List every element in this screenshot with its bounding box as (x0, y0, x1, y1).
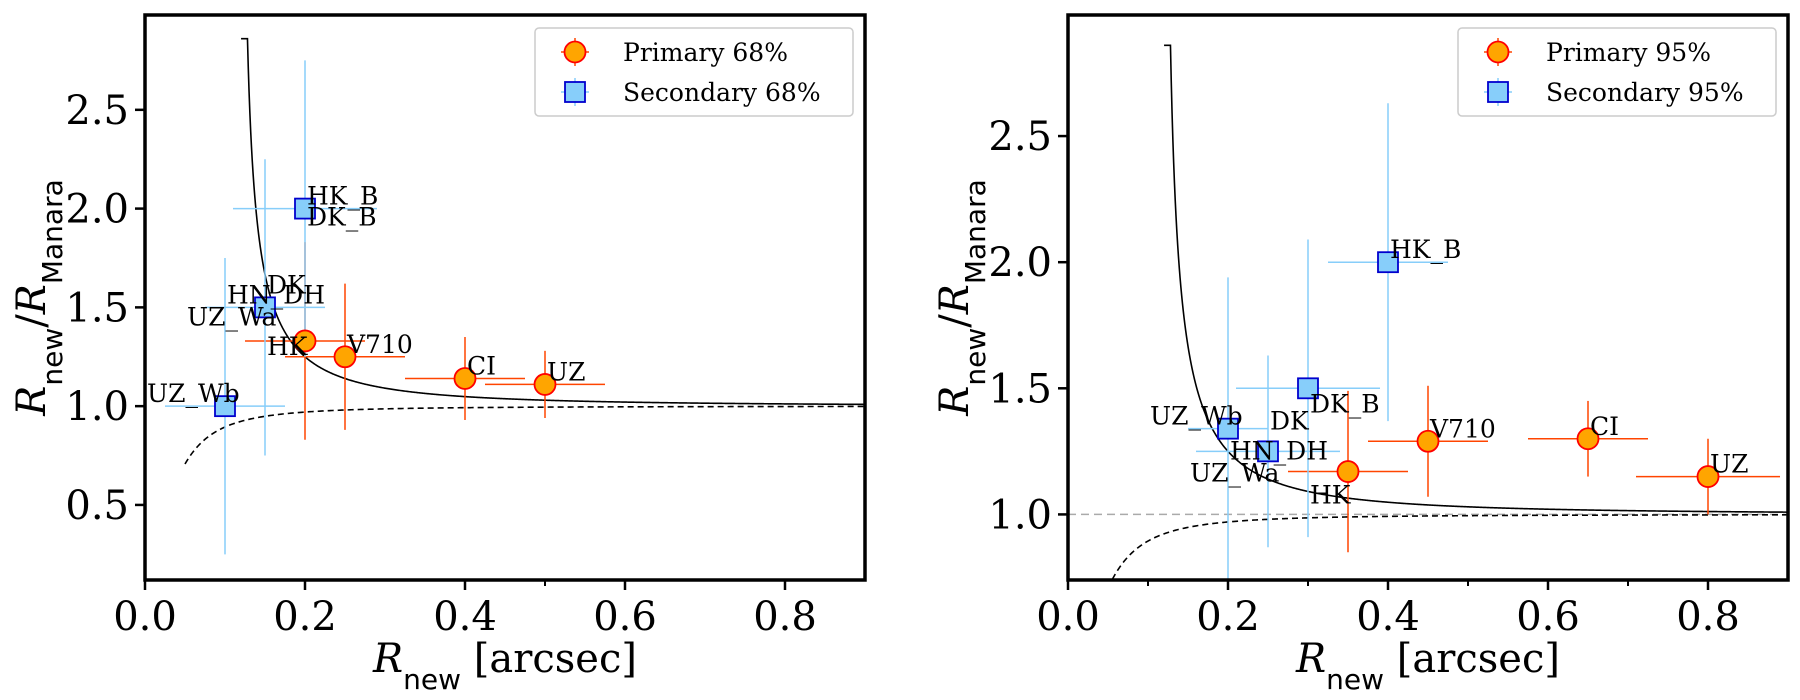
data-point-secondary (214, 395, 236, 418)
axes-frame (1066, 13, 1790, 582)
data-point-secondary (1377, 251, 1399, 274)
x-tick-label: 0.4 (433, 594, 497, 640)
x-tick-label: 0.2 (1196, 594, 1260, 640)
point-label: HN_DH (227, 280, 325, 309)
y-tick-label: 2.5 (988, 114, 1052, 160)
y-tick-label: 2.0 (988, 240, 1052, 286)
point-label: UZ (1710, 450, 1748, 479)
data-point-primary (1416, 429, 1440, 453)
model-curve-dashed (1111, 514, 1787, 580)
point-label: DK_B (307, 203, 377, 232)
x-axis-label: Rnew [arcsec] (1295, 636, 1560, 696)
point-label: CI (1590, 412, 1619, 441)
model-curve-dashed (184, 405, 864, 465)
point-label: HK_B (1390, 235, 1461, 264)
y-tick-label: 1.0 (65, 384, 129, 430)
x-tick-label: 0.2 (273, 594, 337, 640)
x-tick-label: 0.6 (593, 594, 657, 640)
point-label: DK_B (1310, 389, 1380, 418)
data-point-primary (453, 367, 477, 390)
axes-frame (143, 13, 867, 582)
y-axis-label: Rnew/RManara (932, 179, 992, 417)
point-label: HK (1310, 481, 1352, 510)
data-point-primary (1336, 460, 1360, 483)
data-point-secondary (254, 296, 276, 319)
data-point-secondary (1257, 440, 1279, 463)
legend-box (1457, 27, 1777, 117)
point-label: V710 (1429, 414, 1496, 443)
data-point-primary (333, 345, 357, 369)
y-axis-label: Rnew/RManara (9, 179, 69, 417)
point-label: DK (267, 270, 307, 299)
data-point-primary (1576, 427, 1600, 451)
point-label: UZ_Wb (1150, 402, 1243, 431)
point-label: UZ_Wa (1190, 458, 1279, 487)
plot-area (1068, 44, 1788, 580)
y-tick-label: 0.5 (65, 483, 129, 529)
point-label: UZ_Wb (147, 379, 240, 408)
data-point-primary (1696, 465, 1720, 488)
legend-label: Primary 95% (1546, 38, 1711, 67)
point-label: UZ_Wa (187, 302, 276, 331)
data-point-primary (293, 329, 317, 353)
data-point-secondary (294, 197, 316, 220)
point-label: HK (267, 332, 309, 361)
point-label: HK_B (307, 182, 378, 211)
y-tick-label: 2.5 (65, 88, 129, 134)
x-axis-label: Rnew [arcsec] (372, 636, 637, 696)
legend-box (534, 27, 854, 117)
x-tick-label: 0.8 (753, 594, 817, 640)
x-tick-label: 0.4 (1356, 594, 1420, 640)
legend: Primary 95% Secondary 95% (1457, 27, 1777, 117)
point-label: CI (467, 351, 496, 380)
legend-marker-secondary (564, 81, 586, 103)
y-tick-label: 1.5 (988, 366, 1052, 412)
legend-label: Secondary 68% (623, 78, 821, 107)
point-label: HN_DH (1230, 436, 1328, 465)
x-tick-label: 0.6 (1516, 594, 1580, 640)
data-point-primary (533, 373, 557, 396)
data-point-secondary (1217, 417, 1239, 440)
x-tick-label: 0.0 (113, 594, 177, 640)
point-label: V710 (346, 330, 413, 359)
plot-area (165, 37, 865, 555)
data-point-secondary (1297, 377, 1319, 400)
legend-label: Secondary 95% (1546, 78, 1744, 107)
y-tick-label: 1.0 (988, 492, 1052, 538)
y-tick-label: 2.0 (65, 187, 129, 233)
x-tick-label: 0.0 (1036, 594, 1100, 640)
y-tick-label: 1.5 (65, 285, 129, 331)
x-tick-label: 0.8 (1676, 594, 1740, 640)
legend-marker-primary (1486, 40, 1510, 64)
legend-marker-secondary (1487, 81, 1509, 103)
legend-label: Primary 68% (623, 38, 788, 67)
point-label: DK (1270, 406, 1310, 435)
point-label: UZ (547, 357, 585, 386)
legend: Primary 68% Secondary 68% (534, 27, 854, 117)
legend-marker-primary (563, 40, 587, 64)
